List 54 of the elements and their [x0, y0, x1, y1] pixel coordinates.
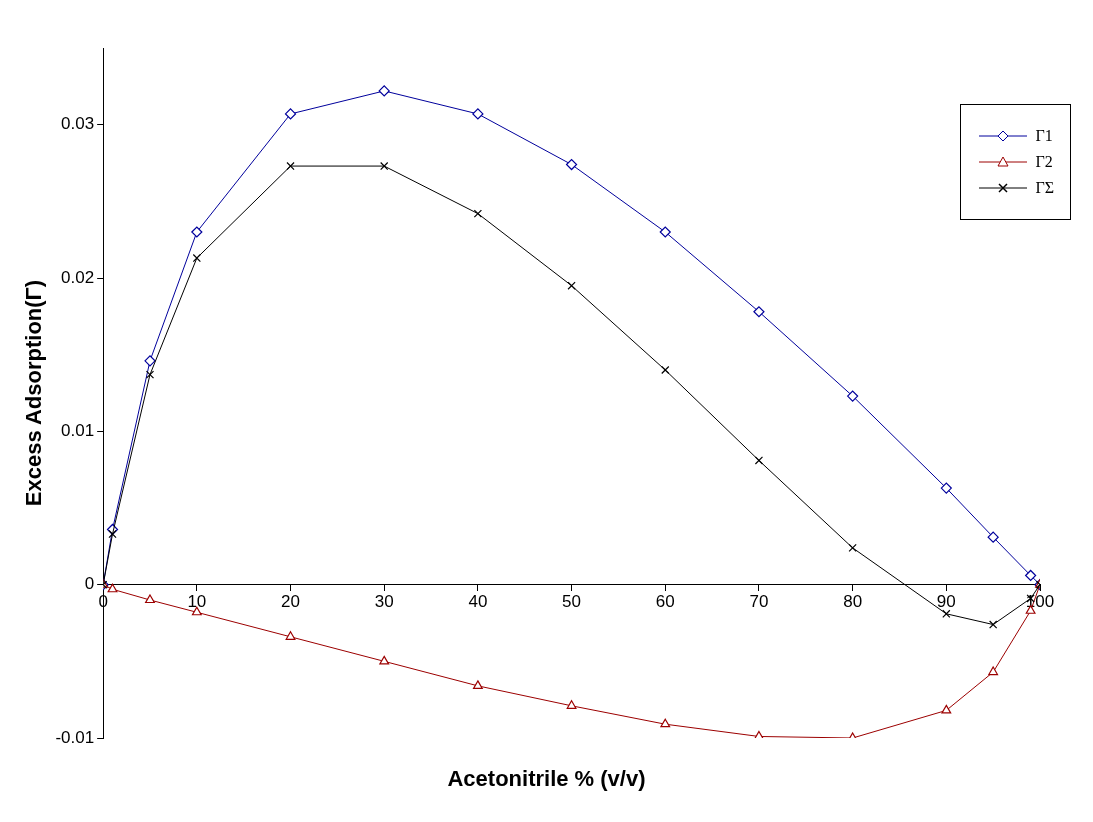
- point: [145, 594, 155, 604]
- point: [941, 704, 952, 714]
- x-tick-label: 30: [374, 591, 394, 611]
- point: [565, 158, 578, 171]
- point: [379, 655, 390, 665]
- point: [987, 531, 999, 543]
- point: [378, 85, 390, 97]
- point: [942, 609, 951, 618]
- x-axis-title: Acetonitrile % (v/v): [446, 766, 647, 792]
- point: [192, 253, 201, 263]
- x-tick-label: 40: [468, 591, 488, 611]
- x-tick-label: 60: [655, 591, 675, 611]
- legend-label: Γ1: [1035, 127, 1053, 145]
- y-tick-label: 0.02: [61, 267, 95, 287]
- point: [473, 209, 483, 218]
- point: [472, 680, 483, 689]
- point: [848, 543, 857, 552]
- point: [144, 355, 156, 367]
- point: [566, 700, 577, 709]
- point: [940, 482, 952, 494]
- point: [284, 108, 297, 120]
- y-tick-label: 0.01: [61, 421, 95, 441]
- legend-label: ΓΣ: [1035, 179, 1054, 197]
- x-tick-label: 20: [281, 591, 300, 611]
- point: [191, 606, 202, 616]
- point: [989, 620, 998, 629]
- point: [1025, 569, 1037, 582]
- x-tick-label: 70: [749, 591, 769, 611]
- point: [108, 529, 117, 539]
- point: [285, 631, 296, 640]
- point: [567, 281, 576, 290]
- point: [754, 730, 764, 738]
- point: [380, 161, 389, 171]
- point: [659, 226, 671, 238]
- point: [286, 161, 295, 171]
- point: [472, 108, 484, 120]
- y-tick-label: -0.01: [55, 727, 95, 747]
- point: [753, 306, 765, 318]
- x-tick-label: 90: [936, 591, 956, 611]
- point: [661, 365, 670, 375]
- y-axis-title: Excess Adsorption(Γ): [21, 279, 47, 507]
- point: [191, 226, 203, 238]
- legend-label: Γ2: [1035, 153, 1053, 171]
- y-tick-label: 0: [84, 574, 95, 594]
- x-tick-label: 80: [843, 591, 863, 611]
- y-tick-label: 0.03: [61, 114, 95, 134]
- point: [107, 583, 118, 593]
- point: [847, 390, 859, 402]
- point: [145, 370, 155, 379]
- x-tick-label: 10: [187, 591, 207, 611]
- point: [754, 456, 764, 465]
- point: [988, 666, 999, 676]
- x-tick-label: 50: [562, 591, 582, 611]
- point: [660, 718, 671, 728]
